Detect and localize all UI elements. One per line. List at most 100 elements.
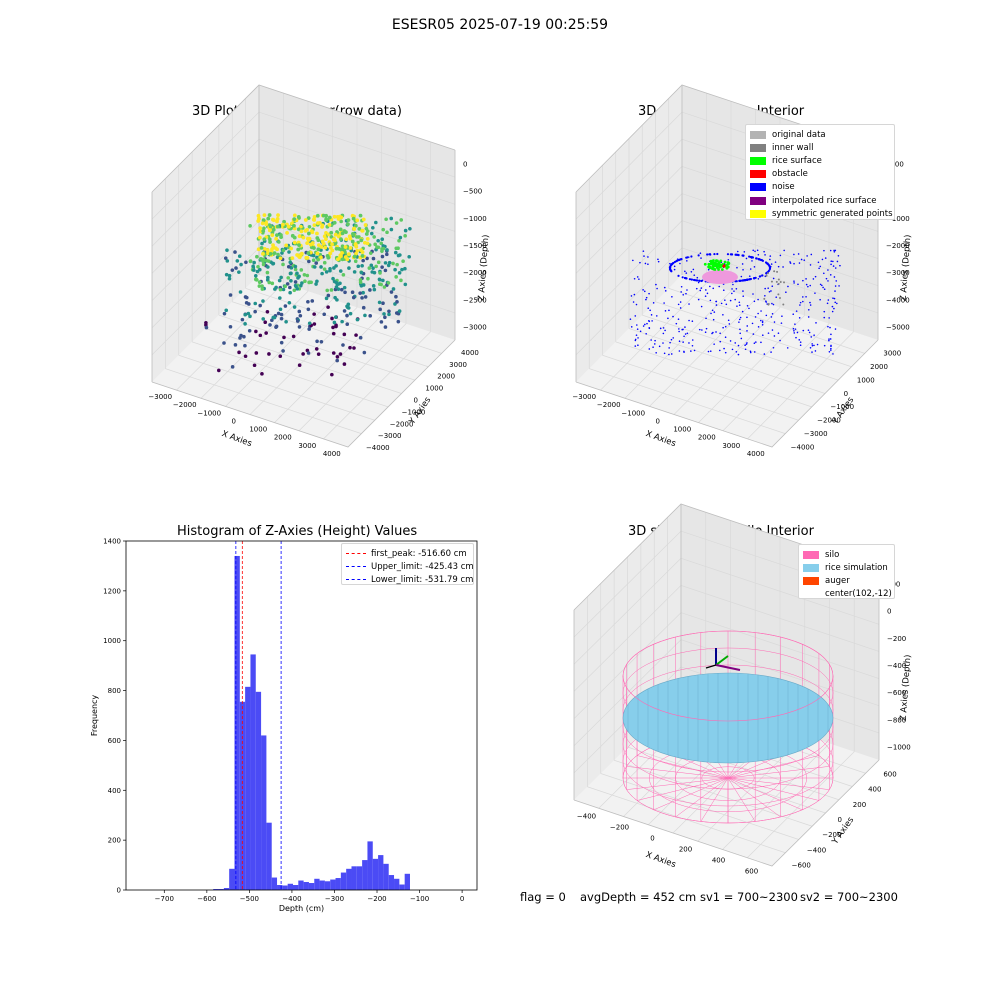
noise-point <box>700 279 703 283</box>
noise-point <box>787 285 789 288</box>
noise-point <box>692 268 695 271</box>
noise-point <box>834 290 836 292</box>
noise-point <box>729 340 732 342</box>
axis-edge <box>151 339 456 448</box>
data-point <box>243 343 247 348</box>
noise-point <box>669 341 671 344</box>
data-point <box>279 275 283 280</box>
data-point <box>315 251 320 256</box>
data-point <box>267 213 272 217</box>
noise-point <box>800 258 803 261</box>
noise-point <box>748 275 751 277</box>
y-tick-label: −3000 <box>804 430 828 438</box>
legend-item: rice surface <box>750 154 890 167</box>
data-point <box>278 296 282 300</box>
data-point <box>262 246 267 251</box>
noise-point <box>798 339 801 341</box>
obstacle-point <box>722 264 726 268</box>
noise-point <box>656 287 658 290</box>
data-point <box>403 266 407 271</box>
data-point <box>282 335 286 340</box>
grid-line <box>232 301 429 368</box>
data-point <box>348 311 353 316</box>
noise-point <box>761 321 764 324</box>
data-point <box>330 248 335 253</box>
noise-point <box>807 285 809 288</box>
data-point <box>243 354 248 359</box>
noise-point <box>712 318 715 321</box>
data-point <box>365 256 369 261</box>
data-point <box>387 309 391 314</box>
noise-point <box>755 341 757 343</box>
noise-point <box>719 332 721 335</box>
data-point <box>324 270 329 274</box>
noise-point <box>834 301 837 304</box>
data-point <box>333 295 337 300</box>
y-tick-label: −200 <box>822 831 841 839</box>
data-point <box>261 218 266 223</box>
y-tick-label: 3000 <box>883 350 901 358</box>
noise-point <box>777 265 780 268</box>
noise-point <box>807 316 810 318</box>
data-point <box>333 238 337 243</box>
noise-point <box>830 333 832 336</box>
data-point <box>352 346 356 350</box>
data-point <box>369 231 374 236</box>
data-point <box>389 216 394 221</box>
plot-frame <box>125 540 478 891</box>
data-point <box>347 234 352 239</box>
noise-point <box>725 303 728 306</box>
legend-swatch <box>750 143 766 152</box>
noise-point <box>757 326 760 328</box>
data-point <box>262 237 267 242</box>
inner-wall-point <box>776 270 779 273</box>
data-point <box>225 259 230 263</box>
noise-point <box>652 346 654 348</box>
noise-point <box>742 254 745 257</box>
data-point <box>247 302 251 306</box>
y-tick-label: −600 <box>792 861 811 869</box>
noise-point <box>740 275 743 278</box>
data-point <box>261 262 266 267</box>
data-point <box>256 213 261 218</box>
histogram-bar <box>367 841 373 890</box>
data-point <box>314 347 319 351</box>
data-point <box>344 237 349 242</box>
legend-swatch <box>803 576 819 585</box>
noise-point <box>709 299 712 302</box>
noise-point <box>761 323 764 326</box>
data-point <box>336 234 341 239</box>
data-point <box>340 319 344 324</box>
data-point <box>368 251 373 255</box>
x-tick-label: 400 <box>712 857 725 865</box>
noise-point <box>671 262 674 265</box>
noise-point <box>805 295 807 298</box>
noise-point <box>777 332 780 334</box>
data-point <box>383 325 388 329</box>
noise-point <box>690 350 692 352</box>
data-point <box>346 306 351 310</box>
data-point <box>365 236 370 241</box>
legend-label: first_peak: -516.60 cm <box>371 548 467 559</box>
data-point <box>283 304 288 308</box>
y-tick-label: 0 <box>838 816 842 824</box>
noise-point <box>733 290 735 292</box>
rice-surface-point <box>723 260 727 264</box>
noise-point <box>659 327 662 330</box>
data-point <box>403 228 408 233</box>
noise-point <box>749 268 752 270</box>
data-point <box>403 234 407 238</box>
data-point <box>391 287 396 291</box>
noise-point <box>780 322 783 324</box>
z-axis-label: Z Axies (Depth) <box>899 234 914 301</box>
data-point <box>396 253 401 258</box>
noise-point <box>799 341 802 343</box>
legend-line <box>346 566 366 568</box>
data-point <box>383 315 387 320</box>
x-tick-label: −2000 <box>173 401 197 409</box>
data-point <box>359 238 364 243</box>
noise-point <box>760 319 762 322</box>
data-point <box>279 340 284 345</box>
data-point <box>257 280 262 284</box>
noise-point <box>678 258 681 261</box>
